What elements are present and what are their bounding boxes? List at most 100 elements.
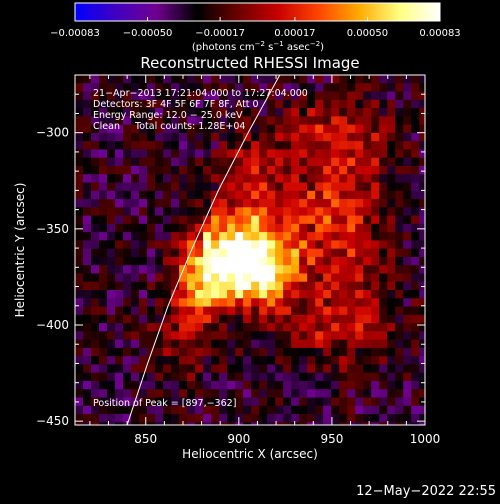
- heatmap-cell: [291, 240, 300, 250]
- heatmap-cell: [419, 132, 425, 142]
- heatmap-cell: [171, 372, 180, 382]
- heatmap-cell: [75, 372, 84, 382]
- heatmap-cell: [203, 405, 212, 415]
- heatmap-cell: [283, 232, 292, 241]
- heatmap-cell: [211, 199, 220, 208]
- heatmap-cell: [251, 223, 260, 233]
- heatmap-cell: [299, 223, 308, 233]
- heatmap-cell: [355, 99, 364, 109]
- heatmap-cell: [219, 232, 228, 241]
- heatmap-cell: [395, 397, 404, 407]
- heatmap-cell: [379, 165, 388, 175]
- heatmap-cell: [283, 265, 292, 275]
- heatmap-cell: [211, 165, 220, 175]
- heatmap-cell: [283, 347, 292, 357]
- x-tick-label: 900: [227, 432, 250, 446]
- heatmap-cell: [363, 199, 372, 208]
- heatmap-cell: [251, 339, 260, 349]
- heatmap-cell: [275, 223, 284, 233]
- heatmap-cell: [363, 124, 372, 134]
- heatmap-cell: [419, 207, 425, 217]
- heatmap-cell: [259, 199, 268, 208]
- heatmap-cell: [275, 248, 284, 258]
- heatmap-cell: [115, 397, 124, 407]
- heatmap-cell: [419, 389, 425, 399]
- heatmap-cell: [275, 273, 284, 283]
- heatmap-cell: [259, 91, 268, 101]
- heatmap-cell: [379, 248, 388, 258]
- heatmap-cell: [203, 314, 212, 324]
- heatmap-cell: [411, 149, 420, 159]
- heatmap-cell: [123, 265, 132, 275]
- heatmap-cell: [251, 174, 260, 184]
- heatmap-cell: [123, 405, 132, 415]
- heatmap-cell: [99, 124, 108, 134]
- heatmap-cell: [403, 116, 412, 126]
- heatmap-cell: [147, 141, 156, 151]
- heatmap-cell: [75, 124, 84, 134]
- heatmap-cell: [291, 174, 300, 184]
- heatmap-cell: [115, 157, 124, 167]
- heatmap-cell: [307, 165, 316, 175]
- heatmap-cell: [123, 281, 132, 291]
- heatmap-cell: [283, 290, 292, 299]
- heatmap-cell: [283, 182, 292, 192]
- heatmap-cell: [355, 157, 364, 167]
- heatmap-cell: [275, 116, 284, 126]
- heatmap-cell: [403, 190, 412, 200]
- heatmap-cell: [283, 99, 292, 109]
- heatmap-cell: [91, 281, 100, 291]
- heatmap-cell: [403, 323, 412, 332]
- heatmap-cell: [227, 108, 236, 117]
- heatmap-cell: [155, 199, 164, 208]
- heatmap: [75, 75, 425, 425]
- heatmap-cell: [275, 124, 284, 134]
- heatmap-cell: [379, 314, 388, 324]
- heatmap-cell: [123, 83, 132, 93]
- heatmap-cell: [211, 207, 220, 217]
- heatmap-cell: [283, 174, 292, 184]
- heatmap-cell: [403, 298, 412, 308]
- heatmap-cell: [363, 190, 372, 200]
- heatmap-cell: [355, 116, 364, 126]
- heatmap-cell: [243, 380, 252, 390]
- heatmap-cell: [331, 157, 340, 167]
- heatmap-cell: [267, 372, 276, 382]
- heatmap-cell: [419, 405, 425, 415]
- heatmap-cell: [115, 174, 124, 184]
- heatmap-cell: [115, 414, 124, 423]
- heatmap-cell: [419, 182, 425, 192]
- heatmap-cell: [179, 397, 188, 407]
- heatmap-cell: [83, 397, 92, 407]
- heatmap-cell: [187, 190, 196, 200]
- heatmap-cell: [139, 306, 148, 316]
- heatmap-cell: [291, 116, 300, 126]
- heatmap-cell: [307, 157, 316, 167]
- heatmap-cell: [211, 215, 220, 225]
- heatmap-cell: [379, 290, 388, 299]
- heatmap-cell: [235, 306, 244, 316]
- heatmap-cell: [123, 223, 132, 233]
- heatmap-cell: [243, 347, 252, 357]
- heatmap-cell: [227, 91, 236, 101]
- heatmap-cell: [219, 75, 228, 84]
- heatmap-cell: [307, 182, 316, 192]
- heatmap-cell: [163, 141, 172, 151]
- heatmap-cell: [115, 124, 124, 134]
- heatmap-cell: [75, 314, 84, 324]
- heatmap-cell: [211, 157, 220, 167]
- heatmap-cell: [75, 331, 84, 341]
- heatmap-cell: [83, 240, 92, 250]
- heatmap-cell: [267, 116, 276, 126]
- heatmap-cell: [235, 248, 244, 258]
- heatmap-cell: [179, 116, 188, 126]
- heatmap-cell: [347, 397, 356, 407]
- heatmap-cell: [147, 248, 156, 258]
- heatmap-cell: [291, 149, 300, 159]
- heatmap-cell: [387, 124, 396, 134]
- heatmap-cell: [283, 298, 292, 308]
- heatmap-cell: [299, 372, 308, 382]
- heatmap-cell: [99, 347, 108, 357]
- heatmap-cell: [195, 223, 204, 233]
- heatmap-cell: [339, 281, 348, 291]
